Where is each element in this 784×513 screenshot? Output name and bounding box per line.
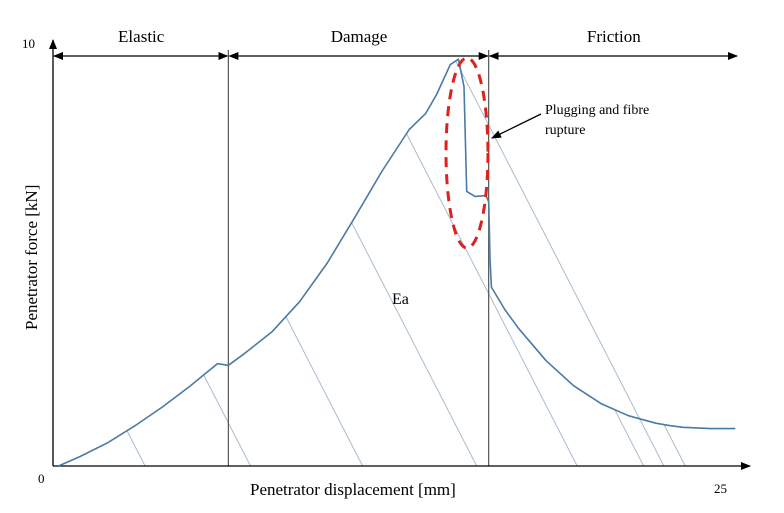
hatch-line xyxy=(351,222,478,467)
hatch-line xyxy=(285,316,364,467)
area-label: Ea xyxy=(392,291,409,308)
force-displacement-curve xyxy=(58,58,736,467)
x-tick-label: 25 xyxy=(714,481,727,496)
hatch-line xyxy=(406,133,578,467)
hatch-line xyxy=(203,374,251,467)
hatch-line xyxy=(126,430,146,467)
hatch-line xyxy=(455,60,665,467)
x-tick-label: 0 xyxy=(38,471,45,486)
region-label-elastic: Elastic xyxy=(118,27,165,46)
axis-ticks: 10 0 25 xyxy=(22,36,727,496)
annotation-arrow xyxy=(491,113,542,139)
y-axis-label: Penetrator force [kN] xyxy=(22,185,41,330)
plugging-highlight-ellipse xyxy=(444,56,490,250)
y-tick-label: 10 xyxy=(22,36,35,51)
region-arrows: Elastic Damage Friction xyxy=(53,27,738,60)
region-boundaries xyxy=(227,50,490,466)
hatch-line xyxy=(614,409,645,467)
x-axis-label: Penetrator displacement [mm] xyxy=(250,480,456,499)
region-label-damage: Damage xyxy=(331,27,388,46)
energy-hatch-lines xyxy=(126,60,686,467)
annotation-text: Plugging and fibre rupture xyxy=(545,103,649,138)
region-label-friction: Friction xyxy=(587,27,641,46)
hatch-line xyxy=(663,424,686,467)
